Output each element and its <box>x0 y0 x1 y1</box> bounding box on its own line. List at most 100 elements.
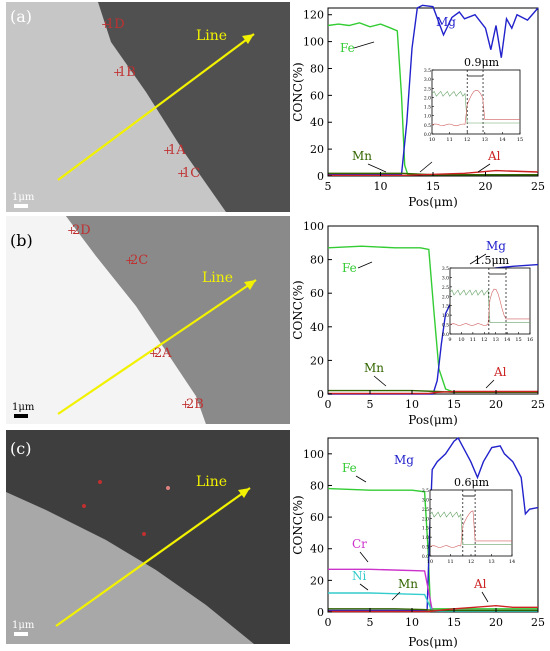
series-line-mg <box>328 436 539 612</box>
series-label-cr-c: Cr <box>352 537 367 551</box>
y-tick-label: 40 <box>310 543 324 556</box>
series-label-al-c: Al <box>473 577 487 591</box>
sem-image-c: Line (c) 1μm <box>6 430 290 644</box>
point-label-2d: 2D <box>72 223 91 238</box>
x-tick-label: 25 <box>531 180 545 193</box>
inset-y-tick-label: 0.0 <box>422 554 429 560</box>
inset-x-tick-label: 10 <box>427 559 433 565</box>
inset-trace-fe <box>429 511 512 546</box>
inset-y-tick-label: 1.5 <box>424 105 431 111</box>
inset-x-tick-label: 15 <box>517 137 523 143</box>
inset-trace-fe <box>449 289 530 324</box>
series-line-mn <box>328 389 538 394</box>
series-label-mg-b: Mg <box>486 239 506 253</box>
inset-x-tick-label: 10 <box>458 337 464 343</box>
yticks-b: 0 20 40 60 80 100 <box>303 220 332 401</box>
inset-label-a: 0.9μm <box>464 56 500 69</box>
point-label-2c: 2C <box>130 253 148 268</box>
x-tick-label: 10 <box>374 180 388 193</box>
x-tick-label: 20 <box>479 180 493 193</box>
inset-label-b: 1.5μm <box>474 254 510 267</box>
inset-y-tick-label: 2.5 <box>422 507 429 513</box>
series-label-al-b: Al <box>493 365 507 379</box>
inset-x-tick-label: 16 <box>527 337 533 343</box>
y-axis-label-c: CONC(%) <box>291 495 305 554</box>
series-label-fe-a: Fe <box>340 41 355 55</box>
inset-y-tick-label: 2.5 <box>442 285 449 291</box>
inset-trace-al <box>429 510 512 548</box>
inset-x-tick-label: 11 <box>470 337 476 343</box>
series-label-mn-b: Mn <box>364 361 384 375</box>
svg-text:+: + <box>67 224 76 237</box>
x-tick-label: 20 <box>489 616 503 629</box>
inset-y-tick-label: 3.0 <box>442 275 449 281</box>
yticks-a: 0 20 40 60 80 100 120 <box>303 9 332 183</box>
scale-bar-label-a: 1μm <box>12 192 35 203</box>
inset-trace-fe <box>431 90 520 124</box>
point-label-2b: 2B <box>186 397 204 412</box>
series-line-mg <box>328 4 539 176</box>
inset-x-tick-label: 14 <box>504 337 510 343</box>
point-label-2a: 2A <box>154 346 172 361</box>
x-axis-label-c: Pos(μm) <box>408 635 458 649</box>
svg-text:+: + <box>113 66 122 79</box>
x-tick-label: 10 <box>405 616 419 629</box>
x-tick-label: 15 <box>447 616 461 629</box>
y-tick-label: 20 <box>310 354 324 367</box>
inset-x-tick-label: 12 <box>464 137 470 143</box>
yticks-c: 0 20 40 60 80 100 <box>303 448 332 619</box>
y-tick-label: 100 <box>303 448 324 461</box>
series-label-mg-c: Mg <box>394 453 414 467</box>
inset-x-tick-label: 11 <box>446 137 452 143</box>
x-tick-label: 5 <box>367 616 374 629</box>
svg-text:+: + <box>181 398 190 411</box>
x-tick-label: 15 <box>426 180 440 193</box>
series-line-fe <box>327 245 538 394</box>
x-tick-label: 20 <box>489 398 503 411</box>
inset-y-tick-label: 0.5 <box>422 545 429 551</box>
y-tick-label: 0 <box>317 606 324 619</box>
chart-a: 5 10 15 20 25 0 20 40 60 80 100 120 Pos(μm) CONC(%… <box>290 0 550 216</box>
inset-x-tick-label: 12 <box>468 559 474 565</box>
panel-label-c: (c) <box>10 439 31 458</box>
y-tick-label: 40 <box>310 116 324 129</box>
series-label-al-a: Al <box>487 149 501 163</box>
chart-c: 0 5 10 15 20 25 0 20 40 60 80 100 Pos(μm) CONC(%) … <box>290 430 550 651</box>
inset-x-tick-label: 13 <box>488 559 494 565</box>
x-tick-label: 25 <box>531 398 545 411</box>
series-line-mn <box>328 172 538 176</box>
y-tick-label: 80 <box>310 254 324 267</box>
series-label-mn-c: Mn <box>398 577 418 591</box>
y-tick-label: 0 <box>317 388 324 401</box>
inset-y-tick-label: 2.5 <box>424 86 431 92</box>
inset-x-tick-label: 10 <box>429 137 435 143</box>
y-tick-label: 20 <box>310 143 324 156</box>
point-label-1d: 1D <box>106 17 125 32</box>
inset-c: 10 11 12 13 14 0.0 0.5 1.0 1.5 2.0 2.5 3.0 3.5 0.6μm <box>422 476 515 565</box>
x-tick-label: 0 <box>325 398 332 411</box>
x-tick-label: 5 <box>367 398 374 411</box>
series-line-al <box>328 169 539 177</box>
point-label-1b: 1B <box>118 65 136 80</box>
y-tick-label: 0 <box>317 170 324 183</box>
scale-bar-label-c: 1μm <box>12 620 35 631</box>
svg-text:+: + <box>125 254 134 267</box>
series-line-fe <box>327 22 538 176</box>
series-layer-a <box>327 4 539 177</box>
line-label-a: Line <box>196 28 227 44</box>
inset-a: 10 11 12 13 14 15 0.0 0.5 1.0 1.5 2.0 2.5 3.0 3.5 0.9… <box>424 56 523 143</box>
xticks-b: 0 5 10 15 20 25 <box>325 390 545 411</box>
x-tick-label: 15 <box>447 398 461 411</box>
inset-x-tick-label: 12 <box>481 337 487 343</box>
inset-y-tick-label: 3.0 <box>424 77 431 83</box>
y-tick-label: 120 <box>303 9 324 22</box>
inset-y-tick-label: 1.0 <box>422 535 429 541</box>
scale-bar-label-b: 1μm <box>12 402 35 413</box>
x-axis-label-b: Pos(μm) <box>408 413 458 427</box>
sem-image-b: Line (b) 2D 2C 2A 2B + + + + 1μm <box>6 216 290 424</box>
svg-text:+: + <box>163 144 172 157</box>
inset-y-tick-label: 1.5 <box>422 526 429 532</box>
chart-b: 0 5 10 15 20 25 0 20 40 60 80 100 Pos(μm) CONC(%) … <box>290 216 550 430</box>
inset-y-tick-label: 0.5 <box>424 123 431 129</box>
line-label-c: Line <box>196 474 227 490</box>
